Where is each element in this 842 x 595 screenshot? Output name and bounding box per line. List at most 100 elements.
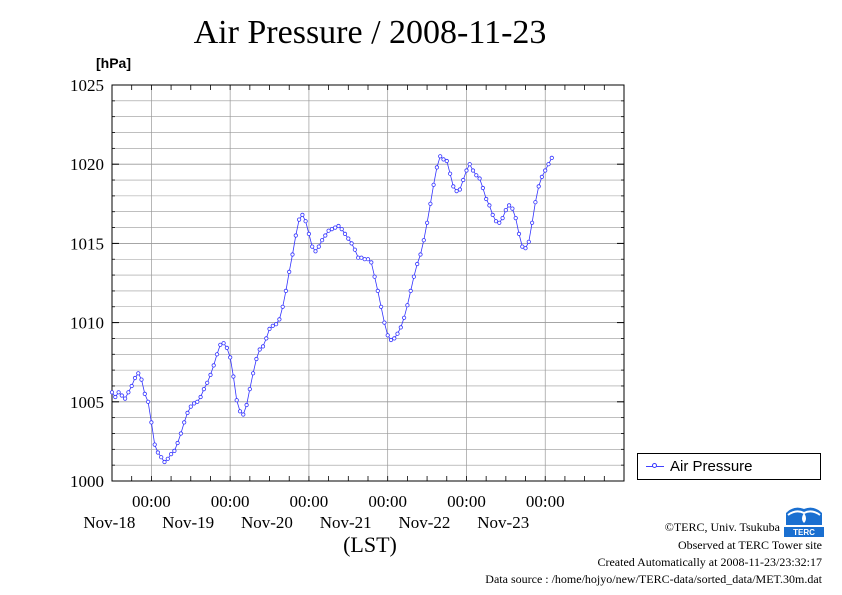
data-point [136,371,141,376]
data-point [549,155,554,160]
data-point [382,320,387,325]
data-point [431,182,436,187]
data-point [477,176,482,181]
data-point [529,220,535,225]
footer-created: Created Automatically at 2008-11-23/23:3… [597,555,822,569]
data-point [461,177,466,183]
data-point [326,228,331,233]
data-point [273,322,279,327]
data-point [470,168,476,173]
data-point [369,260,374,265]
data-point [539,174,545,179]
legend-marker-icon [652,463,657,468]
y-axis-unit-label: [hPa] [96,55,131,71]
data-point [349,241,354,246]
data-point [257,347,262,352]
data-point [490,212,495,217]
data-point [192,401,197,406]
data-point [454,189,459,194]
data-point [218,342,223,347]
data-point [467,162,472,167]
y-tick-label: 1000 [70,472,104,491]
data-point [296,217,302,222]
data-point [447,171,453,176]
chart-title: Air Pressure / 2008-11-23 [193,14,547,51]
data-point [342,231,348,236]
data-point [543,168,548,173]
data-point [428,201,433,206]
data-point [333,225,338,230]
data-point [510,206,515,211]
data-point [359,255,364,260]
data-point [251,371,256,376]
data-point [408,288,413,293]
data-point [132,375,138,381]
y-tick-label: 1005 [70,393,104,412]
data-point [224,345,229,350]
data-point [418,252,423,257]
data-point [480,185,485,191]
data-point [300,212,305,217]
data-point [306,231,311,236]
data-point [195,399,200,404]
x-tick-label-time: 00:00 [368,492,407,511]
data-point [182,420,187,425]
data-point [113,394,118,400]
data-point [375,288,380,293]
x-tick-label-date: Nov-21 [320,513,372,532]
data-point [405,303,410,308]
data-point [503,208,508,213]
data-point [378,304,384,309]
y-tick-label: 1020 [70,155,104,174]
data-point [205,380,210,385]
plot-frame [111,84,625,482]
series-line [111,155,553,463]
data-point [116,390,121,395]
data-point [395,331,400,336]
data-point [277,317,282,322]
data-point [178,431,183,436]
data-point [142,391,147,396]
data-point [451,184,456,189]
data-point [152,442,157,447]
logo-text: TERC [793,528,815,537]
data-point [388,337,394,343]
data-point [438,154,443,159]
data-point [146,399,151,404]
data-point [523,246,528,251]
data-point [208,372,213,377]
footer-observed: Observed at TERC Tower site [677,538,822,552]
data-point [346,236,351,241]
data-point [339,227,344,232]
data-point [287,269,292,274]
x-tick-label-date: Nov-23 [477,513,529,532]
data-point [159,455,164,460]
data-point [424,220,430,225]
data-point [513,216,518,221]
data-point [228,355,233,360]
data-point [283,288,288,293]
data-point [254,356,259,362]
data-point [198,394,203,400]
data-point [126,390,131,395]
x-tick-label-date: Nov-20 [241,513,293,532]
data-point [188,404,193,409]
data-point [169,451,174,457]
y-tick-label: 1015 [70,234,104,253]
data-point [290,252,295,257]
data-point [234,398,239,403]
data-point [165,456,170,461]
data-point [401,315,407,320]
data-point [516,231,522,236]
x-tick-label-date: Nov-18 [83,513,135,532]
data-point [415,261,420,267]
data-point [303,219,308,224]
data-point [329,227,334,232]
data-point [221,341,226,346]
data-point [536,184,541,189]
data-point [441,157,446,162]
x-tick-label-time: 00:00 [132,492,171,511]
data-point [372,274,377,279]
data-point [162,459,167,465]
